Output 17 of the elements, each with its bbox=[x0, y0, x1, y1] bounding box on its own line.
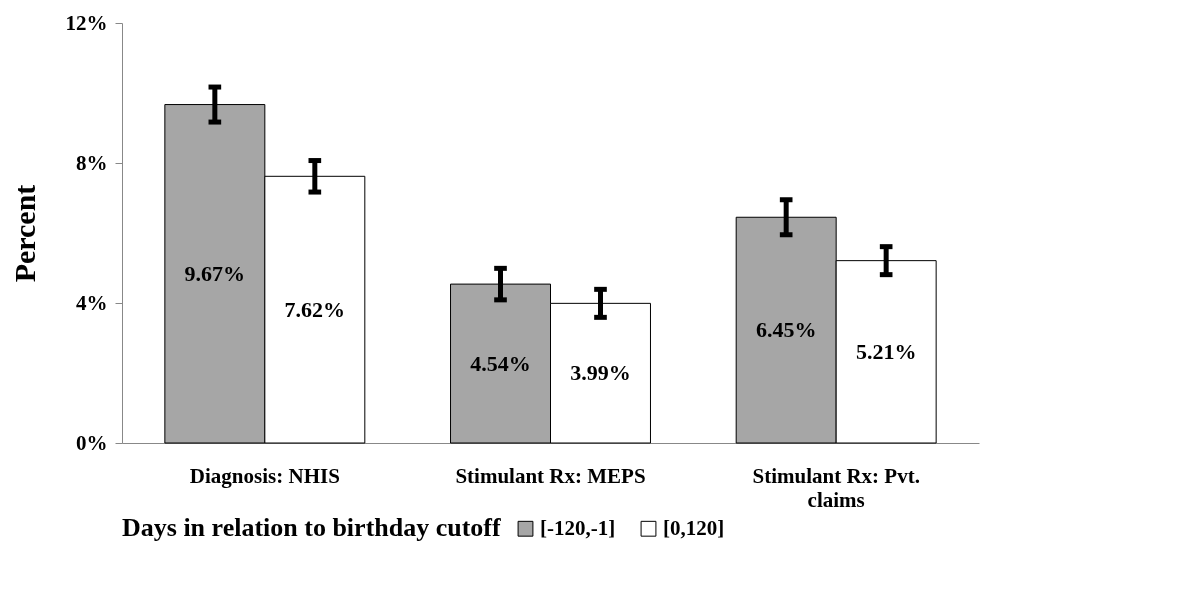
y-axis-title: Percent bbox=[7, 184, 41, 283]
x-tick-label: Diagnosis: NHIS bbox=[189, 463, 340, 488]
y-tick-label: 12% bbox=[65, 10, 108, 35]
data-label: 9.67% bbox=[184, 260, 246, 286]
y-tick-label: 0% bbox=[76, 430, 108, 455]
legend-label: [0,120] bbox=[663, 515, 725, 540]
x-tick-label: Stimulant Rx: MEPS bbox=[455, 463, 646, 488]
data-label: 4.54% bbox=[470, 350, 531, 376]
data-label: 3.99% bbox=[570, 360, 631, 386]
y-tick-label: 8% bbox=[76, 150, 108, 175]
legend-title: Days in relation to birthday cutoff bbox=[122, 513, 502, 542]
y-tick-label: 4% bbox=[76, 290, 108, 315]
data-label: 6.45% bbox=[755, 317, 817, 343]
data-label: 5.21% bbox=[855, 338, 917, 364]
legend-label: [-120,-1] bbox=[540, 515, 616, 540]
x-tick-label: Stimulant Rx: Pvt. claims bbox=[752, 463, 920, 512]
data-label: 7.62% bbox=[284, 296, 346, 322]
